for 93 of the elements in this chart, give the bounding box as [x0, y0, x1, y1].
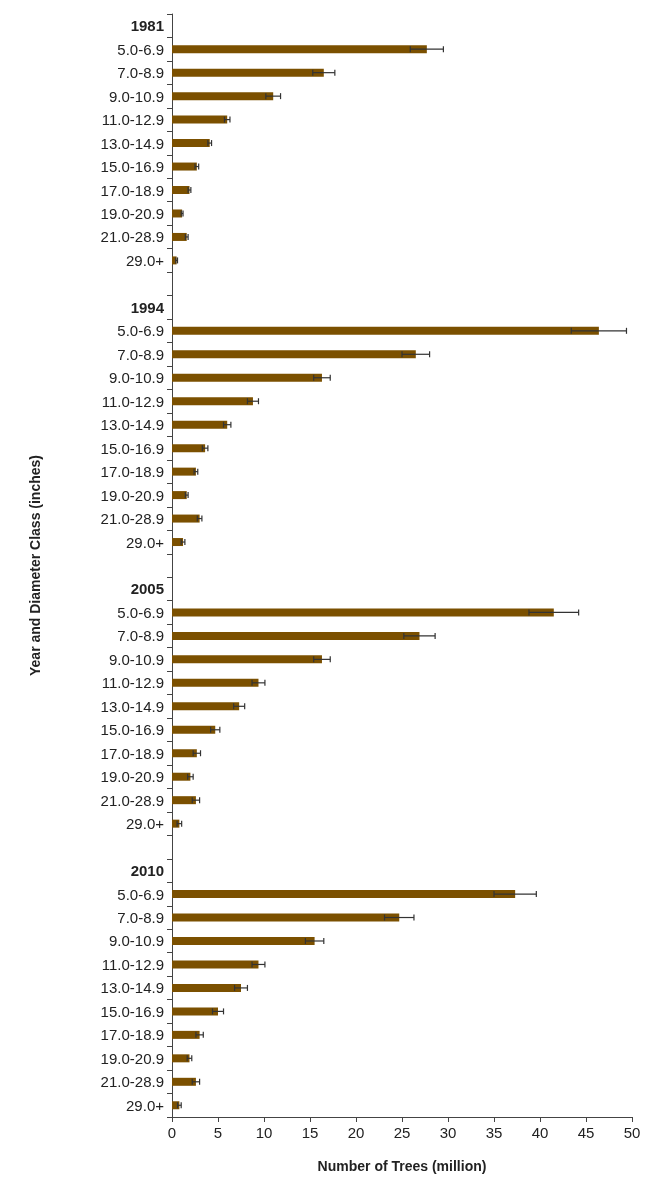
bar	[172, 162, 197, 171]
y-tick-label: 29.0+	[126, 533, 165, 551]
y-tick-label: 29.0+	[126, 815, 165, 833]
bar	[172, 491, 187, 500]
bar	[172, 655, 322, 664]
bar	[172, 139, 210, 148]
y-tick-label: 21.0-28.9	[100, 510, 164, 528]
bar	[172, 983, 241, 992]
y-tick-label: 9.0-10.9	[108, 87, 164, 105]
y-tick-label: 17.0-18.9	[100, 1026, 164, 1044]
bar	[172, 1077, 196, 1086]
y-tick-label: 17.0-18.9	[100, 463, 164, 481]
y-tick-label: 1994	[130, 298, 165, 316]
bar	[172, 538, 184, 547]
y-tick-label: 13.0-14.9	[100, 979, 164, 997]
x-tick-label: 45	[577, 1124, 595, 1141]
y-axis-title: Year and Diameter Class (inches)	[27, 455, 43, 676]
bar	[172, 209, 183, 218]
bar	[172, 397, 253, 406]
y-tick-label: 2010	[130, 862, 164, 880]
bar	[172, 890, 516, 899]
y-tick-label: 1981	[130, 17, 164, 35]
bar	[172, 702, 240, 711]
y-tick-label: 13.0-14.9	[100, 697, 164, 715]
bar	[172, 1054, 190, 1063]
y-tick-label: 11.0-12.9	[101, 674, 164, 692]
y-tick-label: 13.0-14.9	[100, 416, 164, 434]
bar	[172, 350, 416, 359]
y-tick-label: 5.0-6.9	[117, 40, 164, 58]
bar	[172, 960, 259, 969]
x-tick-label: 25	[393, 1124, 411, 1141]
y-tick-label: 11.0-12.9	[101, 111, 164, 129]
y-tick-label: 15.0-16.9	[100, 439, 164, 457]
y-tick-label: 17.0-18.9	[100, 744, 164, 762]
y-tick-label: 7.0-8.9	[117, 627, 164, 645]
y-tick-label: 19.0-20.9	[100, 204, 164, 222]
y-tick-label: 19.0-20.9	[100, 486, 164, 504]
y-tick-label: 5.0-6.9	[117, 885, 164, 903]
y-tick-label: 7.0-8.9	[117, 909, 164, 927]
y-tick-label: 15.0-16.9	[100, 1002, 164, 1020]
y-tick-label: 7.0-8.9	[117, 345, 164, 363]
y-tick-label: 5.0-6.9	[117, 603, 164, 621]
bar	[172, 678, 259, 687]
bar	[172, 608, 554, 617]
y-tick-label: 2005	[130, 580, 164, 598]
y-tick-label: 19.0-20.9	[100, 1049, 164, 1067]
bar	[172, 45, 427, 54]
y-tick-label: 7.0-8.9	[117, 64, 164, 82]
bar	[172, 913, 400, 922]
y-tick-label: 11.0-12.9	[101, 392, 164, 410]
y-tick-label: 19.0-20.9	[100, 768, 164, 786]
bar	[172, 514, 200, 523]
y-tick-label: 9.0-10.9	[108, 369, 164, 387]
bar	[172, 1030, 200, 1039]
y-tick-label: 29.0+	[126, 251, 165, 269]
y-tick-label: 17.0-18.9	[100, 181, 164, 199]
bar	[172, 725, 216, 734]
x-tick-label: 10	[255, 1124, 273, 1141]
x-tick-label: 40	[531, 1124, 549, 1141]
y-tick-label: 5.0-6.9	[117, 322, 164, 340]
bar	[172, 232, 187, 241]
y-tick-label: 15.0-16.9	[100, 721, 164, 739]
y-tick-label: 13.0-14.9	[100, 134, 164, 152]
bar	[172, 68, 324, 77]
y-tick-label: 21.0-28.9	[100, 791, 164, 809]
bar	[172, 326, 599, 335]
bar	[172, 467, 196, 476]
y-tick-label: 29.0+	[126, 1096, 165, 1114]
bar	[172, 749, 197, 758]
y-tick-label: 11.0-12.9	[101, 955, 164, 973]
y-tick-label: 9.0-10.9	[108, 650, 164, 668]
y-tick-label: 21.0-28.9	[100, 228, 164, 246]
x-tick-label: 0	[167, 1124, 177, 1141]
bar	[172, 936, 315, 945]
x-tick-label: 5	[213, 1124, 223, 1141]
x-tick-label: 30	[439, 1124, 457, 1141]
bar	[172, 796, 196, 805]
bar	[172, 1007, 218, 1016]
y-tick-label: 15.0-16.9	[100, 158, 164, 176]
x-tick-label: 35	[485, 1124, 503, 1141]
bar	[172, 444, 206, 453]
bar	[172, 772, 191, 781]
x-axis-title: Number of Trees (million)	[317, 1158, 487, 1174]
y-tick-label: 9.0-10.9	[108, 932, 164, 950]
x-tick-label: 15	[301, 1124, 319, 1141]
y-tick-label: 21.0-28.9	[100, 1073, 164, 1091]
bar	[172, 92, 274, 101]
bar	[172, 420, 228, 429]
bar	[172, 115, 228, 124]
bar	[172, 631, 420, 640]
bar	[172, 373, 322, 382]
x-tick-label: 50	[623, 1124, 641, 1141]
x-tick-label: 20	[347, 1124, 365, 1141]
